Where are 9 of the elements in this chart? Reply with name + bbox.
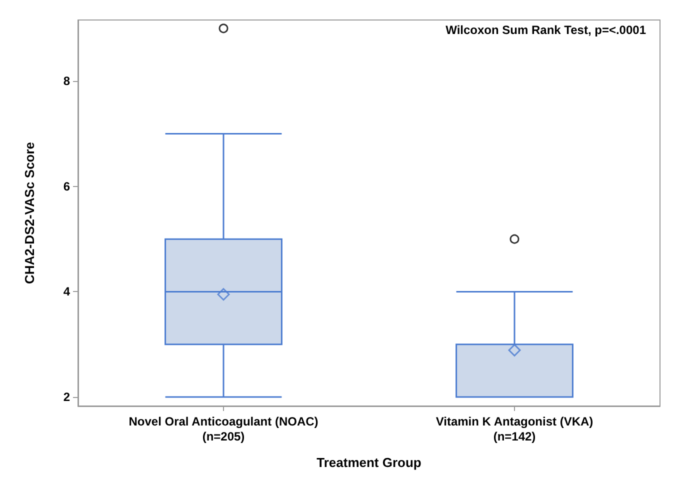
y-tick-label: 4 bbox=[63, 284, 70, 299]
x-tick-label: Vitamin K Antagonist (VKA) (n=142) bbox=[436, 414, 594, 444]
y-tick-label: 6 bbox=[63, 179, 70, 194]
y-tick-label: 2 bbox=[63, 390, 70, 404]
y-axis-title: CHA2-DS2-VASc Score bbox=[22, 142, 37, 284]
x-axis-title: Treatment Group bbox=[316, 455, 422, 470]
y-tick-label: 8 bbox=[63, 74, 70, 88]
annotation: Wilcoxon Sum Rank Test, p=<.0001 bbox=[446, 23, 646, 37]
x-tick-label: Novel Oral Anticoagulant (NOAC) (n=205) bbox=[128, 414, 318, 444]
